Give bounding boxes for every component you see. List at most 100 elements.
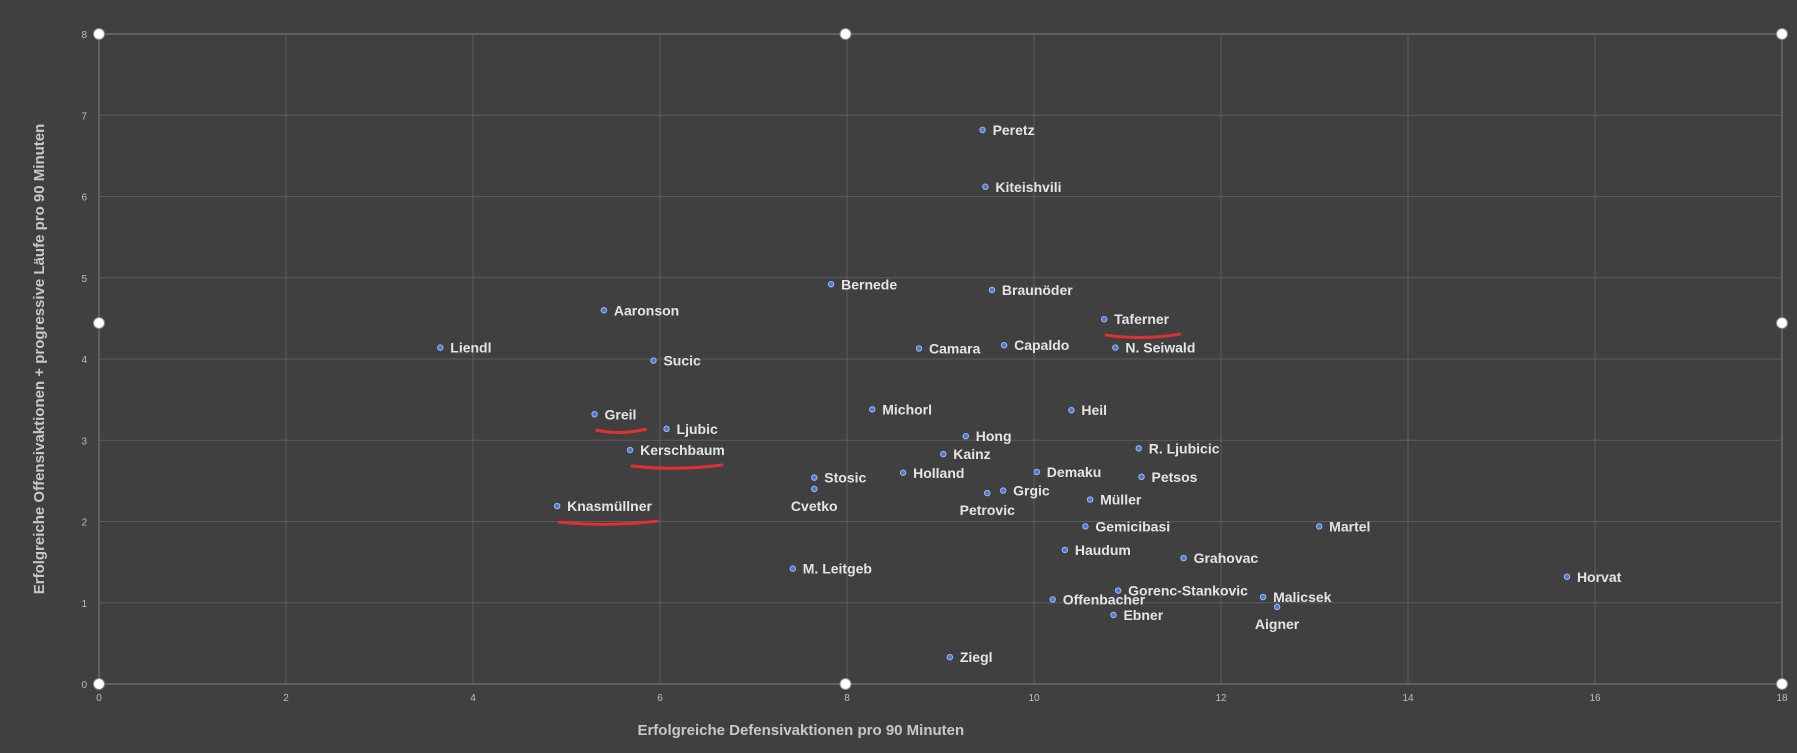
- data-point: Holland: [899, 465, 964, 481]
- data-label: R. Ljubicic: [1149, 440, 1220, 456]
- y-tick-label: 6: [81, 193, 87, 204]
- data-point-marker: [900, 470, 906, 475]
- data-point: Bernede: [827, 276, 897, 292]
- data-point-marker: [1139, 474, 1144, 480]
- x-axis-title: Erfolgreiche Defensivaktionen pro 90 Min…: [637, 722, 964, 739]
- data-label: Ebner: [1123, 607, 1163, 623]
- x-tick-label: 12: [1215, 693, 1227, 704]
- data-point-marker: [1000, 488, 1006, 493]
- x-tick-label: 4: [470, 693, 476, 704]
- data-point: Gorenc-Stankovic: [1114, 583, 1248, 599]
- data-point: Petrovic: [960, 489, 1015, 518]
- data-point: Braunöder: [988, 282, 1073, 298]
- data-label: M. Leitgeb: [803, 561, 872, 577]
- data-point: Haudum: [1061, 542, 1131, 558]
- data-point: Liendl: [437, 340, 492, 356]
- data-point-marker: [554, 503, 560, 509]
- selection-handles[interactable]: [93, 28, 1788, 690]
- data-point-marker: [1101, 316, 1107, 322]
- data-label: Offenbacher: [1063, 592, 1146, 608]
- highlight-underline: [630, 463, 724, 470]
- data-label: Grgic: [1013, 483, 1050, 499]
- data-label: Stosic: [824, 470, 866, 486]
- data-point: Ljubic: [663, 421, 718, 437]
- data-point-marker: [812, 486, 817, 492]
- highlight-underline: [557, 519, 659, 526]
- data-point-marker: [1316, 524, 1322, 529]
- data-label: Knasmüllner: [567, 498, 652, 514]
- data-point-marker: [664, 426, 669, 432]
- data-point-marker: [651, 358, 656, 363]
- data-label: Liendl: [450, 340, 491, 356]
- data-point-marker: [1083, 524, 1088, 529]
- data-label: Malicsek: [1273, 589, 1332, 605]
- highlight-marks: [557, 332, 1182, 526]
- resize-handle[interactable]: [839, 678, 852, 690]
- data-point-marker: [985, 490, 990, 496]
- data-point: Müller: [1086, 492, 1142, 508]
- data-point: Kerschbaum: [626, 442, 725, 458]
- x-tick-label: 8: [844, 693, 850, 704]
- data-point: Heil: [1068, 402, 1107, 418]
- data-label: Michorl: [882, 401, 932, 417]
- data-point: Martel: [1315, 518, 1370, 534]
- resize-handle[interactable]: [1776, 678, 1788, 690]
- data-label: Martel: [1329, 518, 1370, 534]
- data-point: Michorl: [869, 401, 932, 417]
- data-point-marker: [828, 282, 834, 287]
- data-point-marker: [438, 345, 443, 350]
- data-point: Malicsek: [1259, 589, 1332, 605]
- data-point-marker: [1062, 547, 1068, 553]
- y-tick-label: 7: [81, 111, 87, 122]
- resize-handle[interactable]: [93, 28, 105, 40]
- x-tick-label: 14: [1402, 693, 1414, 704]
- data-point: Taferner: [1100, 311, 1170, 327]
- data-point-marker: [1564, 574, 1570, 579]
- data-label: Kiteishvili: [995, 179, 1061, 195]
- data-point-marker: [989, 287, 995, 293]
- data-point-marker: [963, 433, 968, 439]
- data-label: Aaronson: [614, 302, 679, 318]
- data-label: Haudum: [1075, 542, 1131, 558]
- data-point: Offenbacher: [1049, 592, 1146, 608]
- resize-handle[interactable]: [1776, 28, 1788, 40]
- data-point-marker: [941, 451, 946, 457]
- data-label: Peretz: [993, 122, 1035, 138]
- data-point-marker: [1260, 594, 1266, 600]
- resize-handle[interactable]: [93, 678, 105, 690]
- data-point-marker: [790, 566, 795, 571]
- data-point: Greil: [591, 406, 636, 422]
- data-point: Hong: [962, 428, 1012, 444]
- y-tick-label: 3: [81, 436, 87, 447]
- data-label: N. Seiwald: [1125, 340, 1195, 356]
- data-point-marker: [592, 412, 597, 417]
- highlight-underline: [595, 427, 648, 434]
- x-tick-label: 2: [283, 693, 289, 704]
- data-label: Bernede: [841, 276, 897, 292]
- data-point-marker: [1001, 342, 1007, 348]
- y-axis-title: Erfolgreiche Offensivaktionen + progress…: [31, 124, 48, 595]
- data-point-marker: [1181, 555, 1186, 561]
- data-point: Knasmüllner: [553, 498, 653, 514]
- data-point: Aaronson: [600, 302, 679, 318]
- data-point: Sucic: [650, 353, 701, 369]
- data-label: Camara: [929, 340, 981, 356]
- data-point: R. Ljubicic: [1135, 440, 1220, 456]
- data-label: Petrovic: [960, 502, 1015, 518]
- data-point: Aigner: [1255, 603, 1300, 632]
- data-point-marker: [983, 184, 988, 189]
- data-label: Grahovac: [1194, 550, 1259, 566]
- resize-handle[interactable]: [1776, 317, 1788, 329]
- data-label: Capaldo: [1014, 337, 1069, 353]
- data-label: Gemicibasi: [1095, 518, 1170, 534]
- data-point: N. Seiwald: [1112, 340, 1195, 356]
- data-point-marker: [812, 475, 817, 480]
- data-point-marker: [1087, 497, 1093, 502]
- resize-handle[interactable]: [839, 28, 852, 40]
- data-label: Ziegl: [960, 649, 993, 665]
- data-label: Taferner: [1114, 311, 1170, 327]
- resize-handle[interactable]: [93, 317, 105, 329]
- data-point: Cvetko: [791, 485, 838, 514]
